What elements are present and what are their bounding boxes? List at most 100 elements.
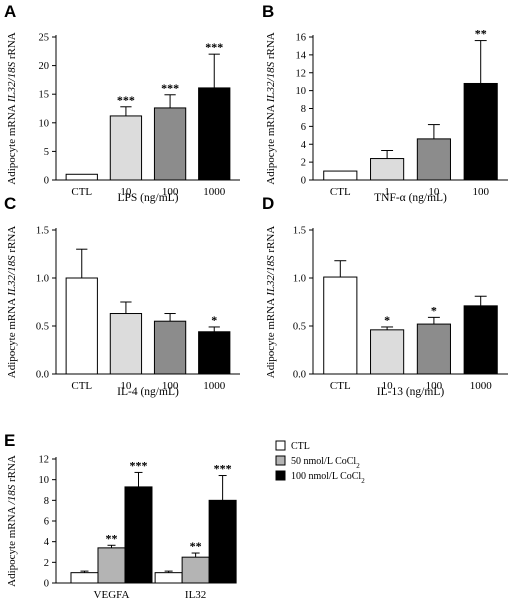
bar — [153, 320, 187, 375]
legend-swatch — [275, 470, 286, 481]
bar — [97, 547, 126, 584]
panel-d-letter: D — [262, 194, 274, 213]
y-tick-label: 0.5 — [36, 322, 49, 333]
bar — [181, 556, 210, 584]
y-axis-label-part: Adipocyte mRNA — [6, 102, 18, 185]
y-tick-label: 6 — [301, 122, 306, 133]
bar — [323, 276, 358, 375]
y-axis-label-part: Adipocyte mRNA — [6, 504, 18, 587]
y-tick-label: 10 — [39, 475, 50, 486]
y-tick-label: 0.0 — [36, 370, 49, 381]
legend-swatch — [275, 440, 286, 451]
x-tick-label: 1000 — [470, 380, 493, 392]
y-axis-label-part: rRNA — [265, 226, 277, 256]
legend-label-subscript: 2 — [356, 462, 360, 470]
significance-label: * — [211, 313, 217, 327]
y-tick-label: 1.5 — [36, 226, 49, 237]
y-axis-label: Adipocyte mRNA IL32/18S rRNA — [6, 226, 18, 379]
x-tick-label: 100 — [426, 380, 443, 392]
panel-c: C 0.0 0.5 1.0 1.5 Adipocyte mRNA IL32/18S rR… — [4, 194, 240, 398]
y-tick-label: 14 — [296, 50, 307, 61]
x-tick-label: 1000 — [203, 380, 226, 392]
y-tick-label: 15 — [39, 90, 50, 101]
y-tick-label: 10 — [296, 86, 307, 97]
bar — [153, 107, 187, 181]
y-axis-label-part: IL32/18S — [265, 255, 277, 297]
bar — [416, 138, 451, 181]
y-tick-label: 20 — [39, 61, 50, 72]
y-axis-label-part: rRNA — [265, 32, 277, 62]
panel-e-letter: E — [4, 431, 15, 450]
y-axis-label-part: IL32/18S — [265, 61, 277, 103]
y-axis-label-part: rRNA — [6, 455, 18, 485]
y-axis-label-part: Adipocyte mRNA — [6, 296, 18, 379]
significance-label: * — [431, 303, 437, 317]
significance-label: *** — [205, 40, 223, 54]
panel-a: A 0 5 10 15 20 25 Adipocyte mRNA IL32/18S rRNA… — [4, 2, 240, 204]
y-axis-label: Adipocyte mRNA IL32/18S rRNA — [265, 32, 277, 185]
y-axis-label: Adipocyte mRNA /18S rRNA — [6, 455, 18, 587]
y-tick-label: 2 — [44, 558, 49, 569]
bar — [198, 87, 231, 181]
x-tick-label: 100 — [162, 380, 179, 392]
x-tick-label: 100 — [162, 186, 179, 198]
y-tick-label: 12 — [39, 455, 50, 466]
y-axis-label: Adipocyte mRNA IL32/18S rRNA — [6, 32, 18, 185]
significance-label: *** — [161, 81, 179, 95]
panel-d: D 0.0 0.5 1.0 1.5 Adipocyte mRNA IL32/18S rR… — [262, 194, 508, 398]
bar — [463, 305, 498, 375]
bar — [198, 331, 231, 375]
bar — [370, 158, 405, 181]
y-axis-label-part: rRNA — [6, 226, 18, 256]
y-tick-label: 16 — [296, 33, 307, 44]
y-tick-label: 0 — [44, 176, 49, 187]
bar — [463, 82, 498, 181]
x-tick-label: 10 — [120, 380, 132, 392]
y-axis-label-part: rRNA — [6, 32, 18, 62]
bar — [370, 329, 405, 375]
x-tick-label: 1 — [384, 186, 390, 198]
x-tick-label: CTL — [330, 186, 351, 198]
significance-label: *** — [214, 462, 232, 476]
bar — [109, 313, 143, 375]
x-tick-label: VEGFA — [94, 589, 130, 599]
y-tick-label: 4 — [44, 537, 50, 548]
y-tick-label: 0 — [301, 176, 306, 187]
bar — [416, 323, 451, 375]
x-axis-label: LPS (ng/mL) — [117, 192, 178, 204]
x-tick-label: IL32 — [185, 589, 206, 599]
y-tick-label: 12 — [296, 68, 307, 79]
y-axis-label-part: Adipocyte mRNA — [265, 296, 277, 379]
panel-a-letter: A — [4, 2, 16, 21]
y-tick-label: 0.5 — [293, 322, 306, 333]
significance-label: *** — [129, 458, 147, 472]
significance-label: *** — [117, 93, 135, 107]
significance-label: ** — [105, 531, 117, 545]
y-tick-label: 10 — [39, 118, 50, 129]
x-axis-label: IL-4 (ng/mL) — [117, 386, 179, 398]
x-tick-label: CTL — [330, 380, 351, 392]
panel-b-letter: B — [262, 2, 274, 21]
y-tick-label: 4 — [301, 140, 307, 151]
x-tick-label: 10 — [428, 186, 440, 198]
bar — [154, 572, 183, 584]
x-axis-label: TNF-α (ng/mL) — [374, 192, 447, 204]
legend-label: 50 nmol/L CoCl2 — [291, 456, 360, 470]
y-axis-label-part: IL32/18S — [6, 255, 18, 297]
significance-label: ** — [475, 27, 487, 41]
y-tick-label: 0.0 — [293, 370, 306, 381]
y-tick-label: 2 — [301, 158, 306, 169]
y-axis-label-part: Adipocyte mRNA — [265, 102, 277, 185]
y-axis-label-part: IL32/18S — [6, 61, 18, 103]
panel-b: B 0 2 4 6 8 10 12 14 16 Adipocyte mRNA IL32/18S r… — [262, 2, 508, 204]
legend-label: 100 nmol/L CoCl2 — [291, 471, 365, 485]
x-tick-label: 100 — [472, 186, 489, 198]
bar — [208, 499, 237, 584]
y-tick-label: 0 — [44, 579, 49, 590]
y-tick-label: 8 — [301, 104, 306, 115]
y-tick-label: 8 — [44, 496, 49, 507]
bar — [109, 115, 143, 181]
x-tick-label: 10 — [382, 380, 394, 392]
